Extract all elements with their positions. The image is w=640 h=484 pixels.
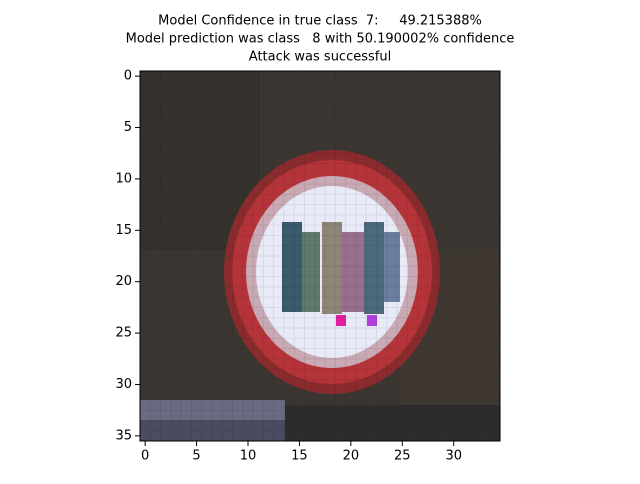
x-tick-label: 10 (240, 449, 257, 464)
x-tick-label: 15 (291, 449, 308, 464)
x-tick-label: 0 (141, 449, 149, 464)
y-tick-label: 35 (115, 428, 132, 443)
x-tick-label: 20 (343, 449, 360, 464)
axes-frame (139, 70, 501, 442)
y-tick-label: 10 (115, 171, 132, 186)
y-tick-label: 0 (124, 69, 132, 84)
chart-title: Model prediction was class 8 with 50.190… (126, 32, 515, 47)
x-tick-label: 25 (394, 449, 411, 464)
y-tick-label: 5 (124, 120, 132, 135)
y-tick-label: 15 (115, 223, 132, 238)
chart-title: Attack was successful (249, 50, 391, 65)
y-tick-label: 20 (115, 274, 132, 289)
y-tick-label: 30 (115, 377, 132, 392)
chart-title: Model Confidence in true class 7: 49.215… (158, 14, 482, 29)
image (140, 71, 500, 441)
y-tick-label: 25 (115, 326, 132, 341)
x-tick-label: 30 (445, 449, 462, 464)
x-tick-label: 5 (192, 449, 200, 464)
